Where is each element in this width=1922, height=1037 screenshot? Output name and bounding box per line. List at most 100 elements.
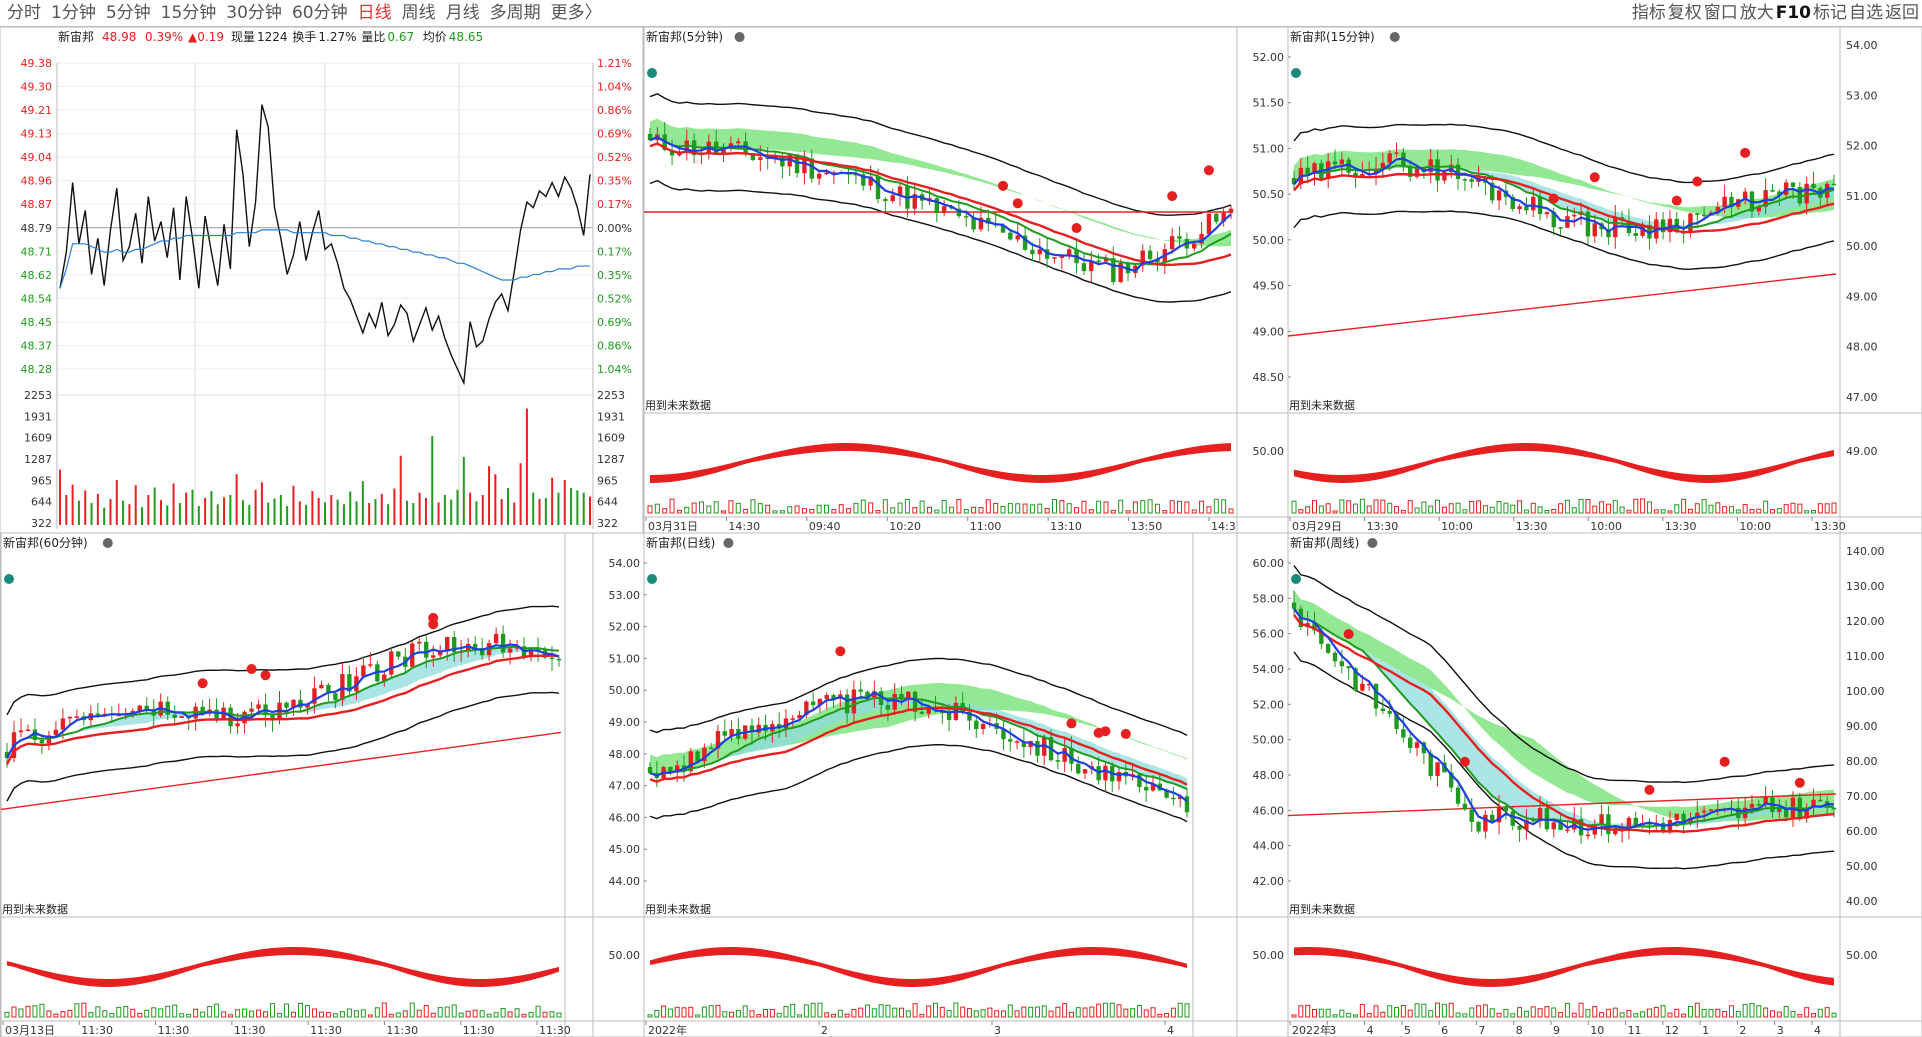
candle-body bbox=[722, 731, 727, 736]
sub-bar bbox=[1790, 502, 1796, 514]
time-label: 10:20 bbox=[889, 520, 921, 533]
sub-bar bbox=[776, 1012, 782, 1018]
m5-title: 新宙邦(5分钟) bbox=[646, 29, 723, 44]
candle-body bbox=[1164, 790, 1169, 798]
tool-4[interactable]: F10 bbox=[1775, 3, 1811, 23]
sub-bar bbox=[1701, 1008, 1707, 1018]
candle-body bbox=[1469, 179, 1474, 182]
candle-body bbox=[1380, 162, 1386, 169]
candle-body bbox=[1763, 797, 1768, 805]
candle-body bbox=[1565, 829, 1570, 832]
sub-bar bbox=[919, 1013, 925, 1018]
signal-icon bbox=[1671, 195, 1682, 206]
tool-5[interactable]: 标记 bbox=[1813, 3, 1847, 23]
time-label: 13:10 bbox=[1050, 520, 1082, 533]
header-value-4: 1.27% bbox=[318, 30, 356, 44]
sub-bar bbox=[1169, 500, 1175, 514]
sub-bar bbox=[1184, 1003, 1190, 1018]
tab-3[interactable]: 15分钟 bbox=[160, 3, 217, 23]
tab-0[interactable]: 分时 bbox=[7, 3, 41, 23]
candle-body bbox=[284, 702, 289, 708]
candle-body bbox=[1701, 214, 1707, 217]
tool-0[interactable]: 指标 bbox=[1631, 3, 1666, 23]
candle-body bbox=[1490, 814, 1495, 823]
lower-band bbox=[649, 743, 1188, 823]
sub-bar bbox=[472, 1009, 478, 1018]
signal-icon bbox=[260, 670, 271, 681]
signal-icon bbox=[1100, 726, 1111, 737]
sub-bar bbox=[1763, 500, 1769, 514]
long-ma-line bbox=[0, 731, 562, 811]
sub-bar bbox=[1021, 1006, 1027, 1018]
sub-bar bbox=[669, 498, 675, 514]
candle-body bbox=[528, 649, 534, 658]
tab-8[interactable]: 月线 bbox=[445, 3, 480, 23]
tool-2[interactable]: 窗口 bbox=[1703, 3, 1738, 23]
sub-bar bbox=[1007, 503, 1013, 514]
candle-body bbox=[172, 714, 177, 718]
time-label: 10:00 bbox=[1590, 520, 1622, 533]
candle-body bbox=[858, 689, 863, 692]
sub-bar bbox=[1722, 1011, 1728, 1018]
candle-body bbox=[1373, 168, 1379, 174]
pct-tick: 0.17% bbox=[597, 245, 632, 258]
candle-body bbox=[851, 689, 857, 714]
candle-body bbox=[1770, 190, 1775, 192]
sub-bar bbox=[81, 1002, 87, 1018]
pct-tick: 0.52% bbox=[597, 151, 632, 164]
week-group: 新宙邦(周线) 60.00 58.00 56.00 54.00 52.00 50.00 48.… bbox=[1237, 533, 1922, 1037]
candle-body bbox=[802, 158, 807, 174]
time-label: 14:30 bbox=[728, 520, 760, 533]
pct-tick: 0.86% bbox=[597, 104, 632, 117]
sub-bar bbox=[1407, 1009, 1413, 1018]
time-label: 11 bbox=[1628, 1024, 1642, 1037]
candle-body bbox=[1081, 263, 1087, 272]
sub-bar bbox=[1305, 1004, 1311, 1018]
sub-bar bbox=[1366, 1012, 1372, 1018]
tab-9[interactable]: 多周期 bbox=[489, 3, 541, 23]
candle-body bbox=[1674, 813, 1679, 821]
tab-10[interactable]: 更多〉 bbox=[550, 3, 602, 23]
sub-bar bbox=[1332, 1014, 1338, 1018]
sub-bar bbox=[1831, 1012, 1837, 1018]
signal-icon bbox=[998, 180, 1009, 191]
sub-bar bbox=[824, 504, 830, 514]
time-label: 4 bbox=[1814, 1024, 1821, 1037]
sub-bar bbox=[667, 1008, 673, 1018]
sub-bar bbox=[1421, 501, 1427, 514]
tab-5[interactable]: 60分钟 bbox=[291, 3, 348, 23]
candle-body bbox=[1000, 225, 1006, 233]
sub-bar bbox=[905, 1010, 911, 1018]
sub-bar bbox=[1749, 1003, 1755, 1018]
right-tools: 指标 复权 窗口 放大 F10 标记 自选 返回 bbox=[1631, 0, 1922, 26]
candle-body bbox=[1756, 803, 1762, 806]
candle-body bbox=[1082, 769, 1088, 774]
tool-3[interactable]: 放大 bbox=[1739, 3, 1774, 23]
tool-1[interactable]: 复权 bbox=[1667, 3, 1702, 23]
candle-body bbox=[941, 206, 947, 214]
sub-bar bbox=[263, 1011, 269, 1018]
vol-tick-right: 965 bbox=[597, 474, 618, 487]
tab-6[interactable]: 日线 bbox=[357, 3, 392, 23]
tab-4[interactable]: 30分钟 bbox=[226, 3, 282, 23]
tab-1[interactable]: 1分钟 bbox=[51, 3, 96, 23]
day-title: 新宙邦(日线) bbox=[646, 535, 715, 550]
upper-band bbox=[1293, 565, 1835, 784]
tab-2[interactable]: 5分钟 bbox=[105, 3, 151, 23]
price-tick: 47.00 bbox=[609, 780, 641, 793]
tool-7[interactable]: 返回 bbox=[1885, 3, 1919, 23]
signal-icon bbox=[1066, 718, 1077, 729]
tab-7[interactable]: 周线 bbox=[401, 3, 436, 23]
tool-6[interactable]: 自选 bbox=[1849, 3, 1883, 23]
candle-body bbox=[417, 641, 422, 644]
sub-bar bbox=[661, 1005, 667, 1018]
price-tick: 54.00 bbox=[609, 557, 641, 570]
sub-bar bbox=[1228, 508, 1234, 514]
candle-body bbox=[507, 648, 513, 653]
sub-bar bbox=[851, 1009, 857, 1018]
sub-bar bbox=[1640, 1011, 1646, 1018]
price-tick: 49.21 bbox=[21, 104, 53, 117]
ma-blue bbox=[1293, 157, 1835, 235]
sub-bar bbox=[1096, 500, 1102, 514]
sub-bar bbox=[1110, 509, 1116, 514]
